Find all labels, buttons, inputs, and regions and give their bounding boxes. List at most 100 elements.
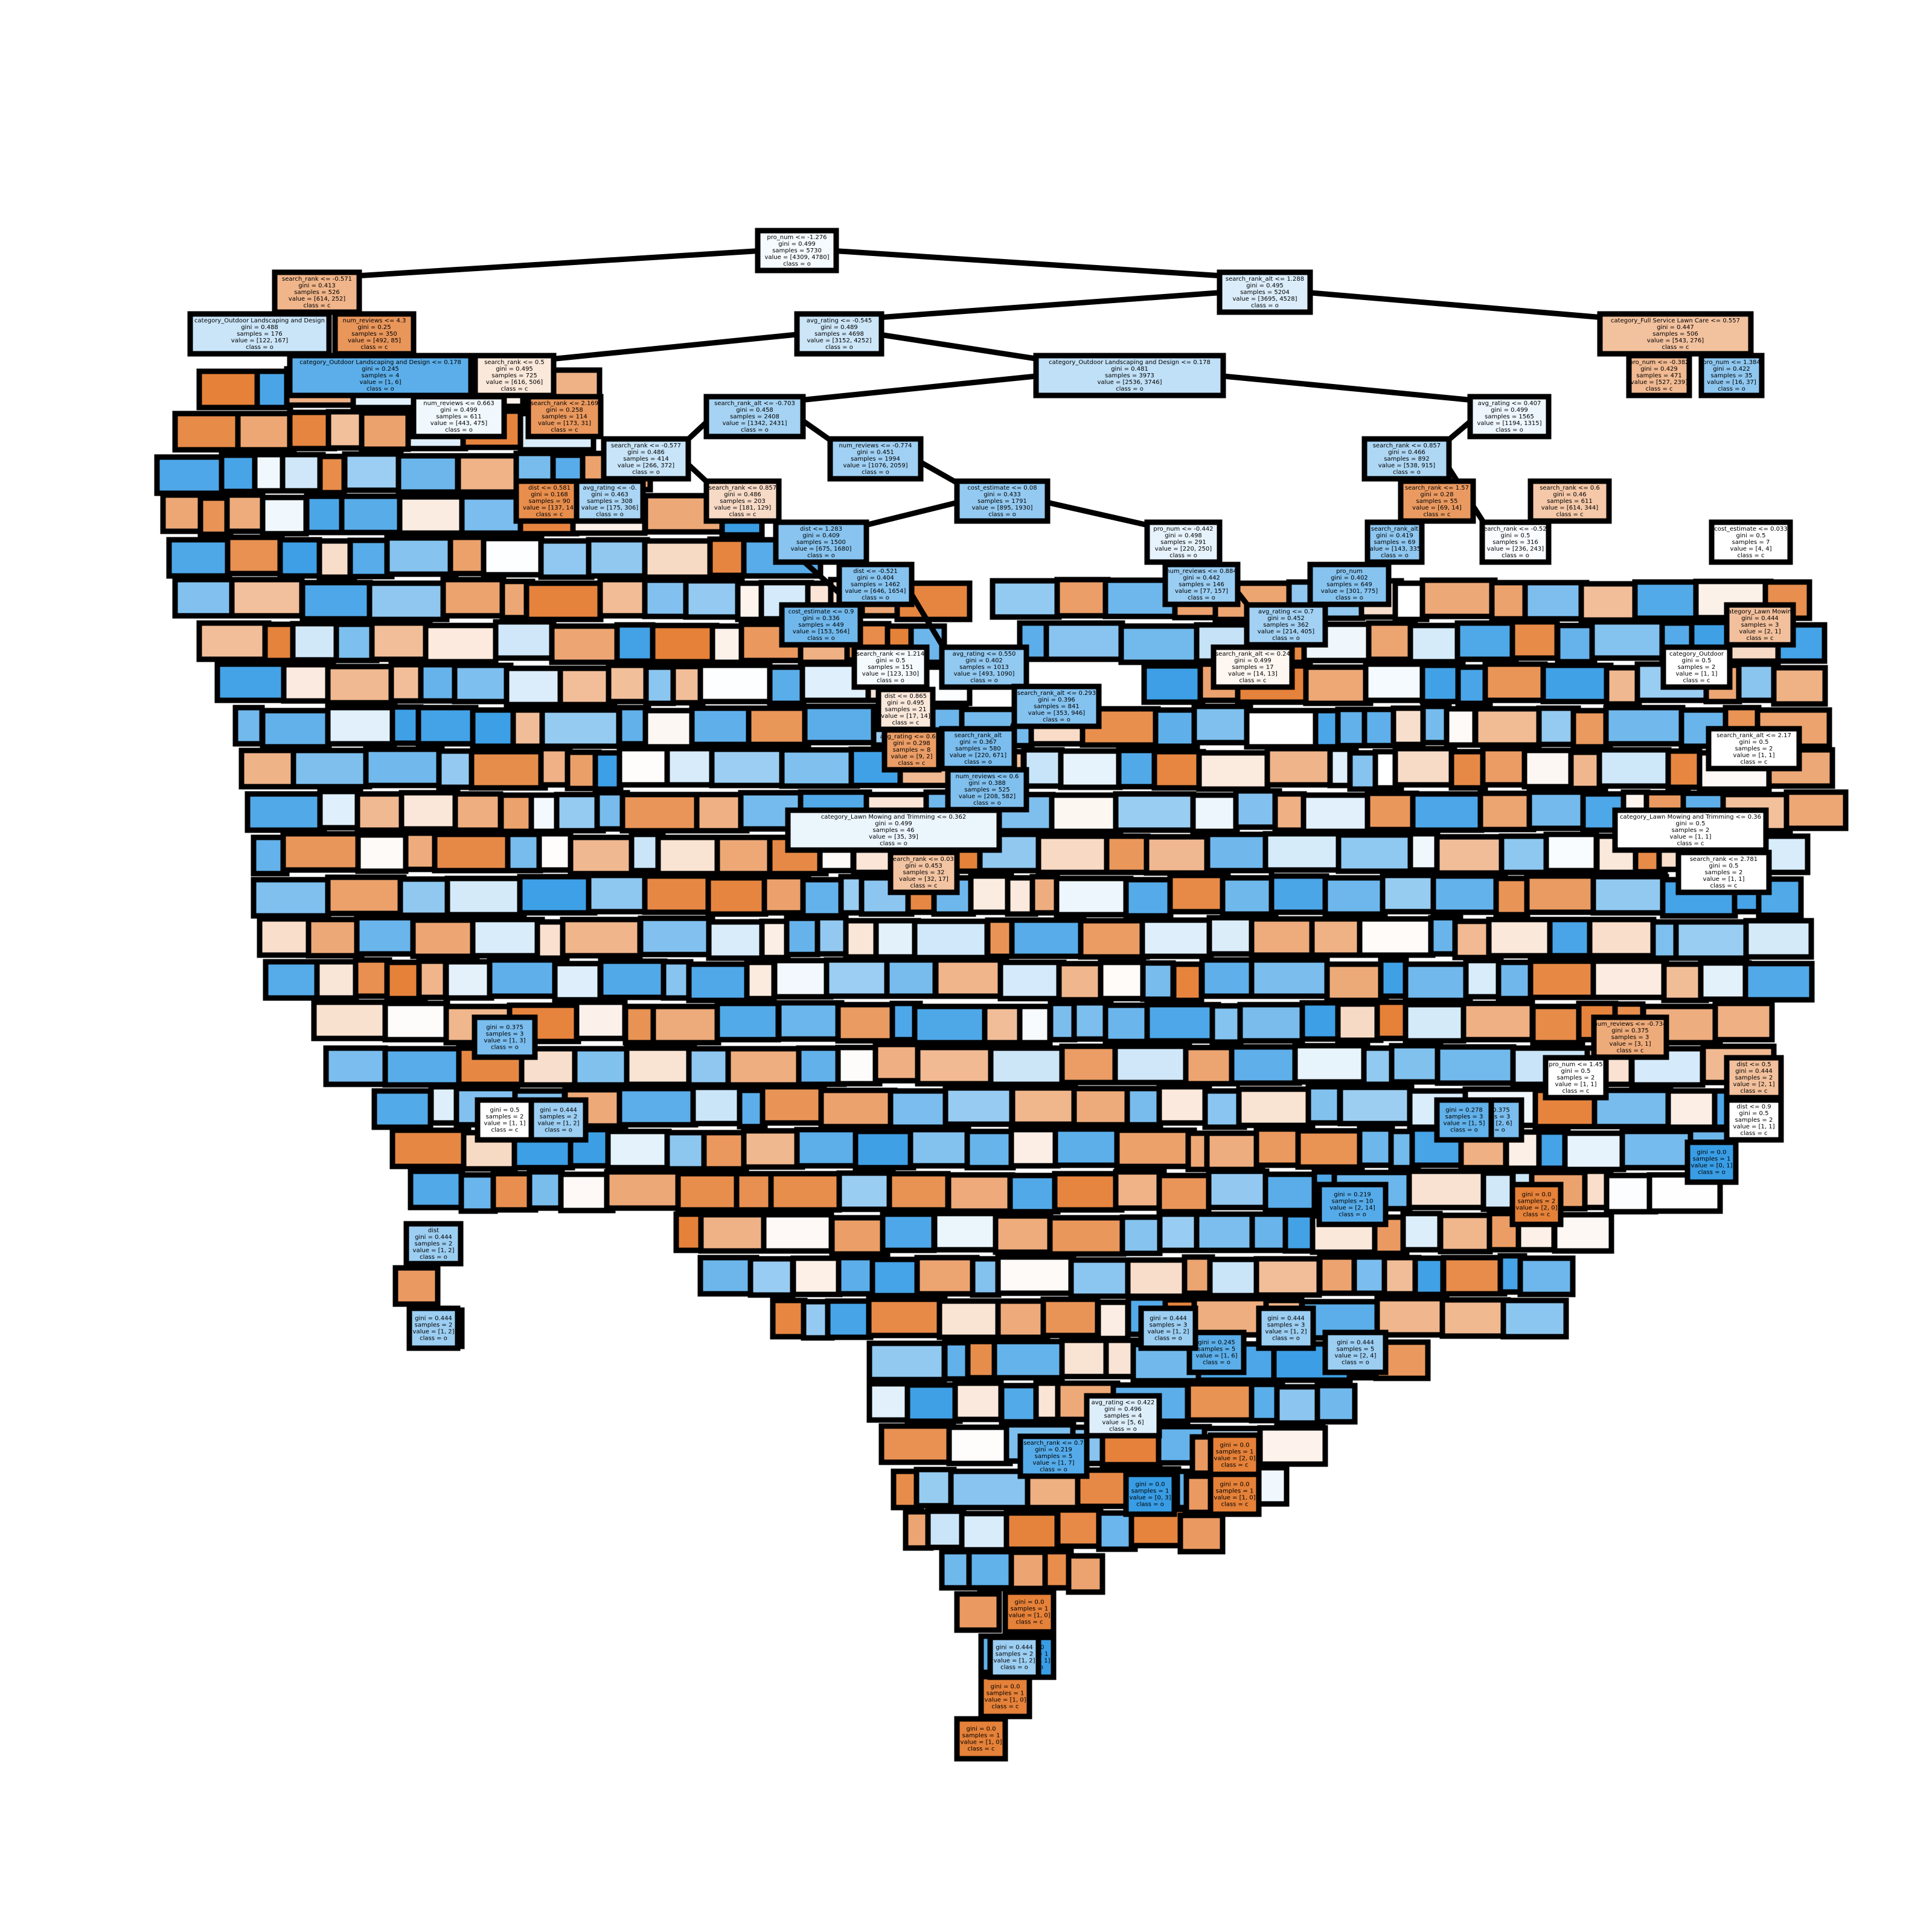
node-label-line: value = [2, 1] [1739,629,1781,635]
node-label-line: value = [35, 39] [869,834,918,840]
dense-leaf-box [790,1255,843,1297]
dense-leaf-box [1314,1383,1358,1425]
dense-leaf-box [1264,746,1339,788]
node-label-line: class = c [551,427,578,433]
node-label-line: gini = 0.442 [1183,575,1220,581]
node-label-line: value = [5, 6] [1102,1419,1144,1426]
node-label-line: class = c [1737,552,1764,559]
dense-leaf-box [504,665,566,708]
dense-leaf-box [936,1298,1007,1340]
dense-leaf-box [1540,662,1614,705]
node-box [755,228,839,273]
dense-leaf-box [1406,1168,1486,1211]
node-label-line: category_Outdoor Landscaping and Design … [1049,359,1211,366]
dense-leaf-box [470,916,545,959]
dense-leaf-box [675,1171,742,1213]
node-label-line: samples = 2 [415,1322,453,1329]
node-label-line: search_rank <= -0.571 [282,276,352,283]
dense-leaf-box [323,1045,388,1087]
dense-leaf-box [614,622,656,664]
node-box [475,1097,535,1143]
dense-leaf-box [1619,1128,1697,1171]
dense-leaf-box [214,661,293,703]
node-label-line: avg_rating <= 0.624 [880,734,944,740]
node-label-line: class = o [880,840,907,847]
node-label-line: samples = 69 [1374,539,1415,546]
node-label-line: value = [1, 1] [1555,1081,1597,1088]
dense-leaf-box [1524,873,1599,915]
dense-leaf-box [1562,1130,1627,1172]
dense-leaf-box [1587,916,1657,959]
dense-leaf-box [866,1296,948,1339]
node-box [403,1221,464,1267]
dense-leaf-box [1190,792,1240,834]
node-label-line: class = o [1203,1360,1230,1366]
node-label-line: gini = 0.245 [1198,1340,1235,1346]
dense-subtree-layer [154,366,1849,1675]
dense-leaf-box [995,1254,1076,1296]
node-label-line: samples = 1 [1216,1449,1254,1456]
node-box [987,1634,1041,1680]
node-label-line: class = o [783,261,811,267]
node-label-line: samples = 3 [1741,622,1779,629]
dense-leaf-box [1771,665,1828,707]
node-label-line: value = [9, 2] [891,753,933,760]
node-label-line: value = [77, 157] [1175,588,1228,595]
dense-leaf-box [683,578,745,620]
node-label-line: gini = 0.367 [959,739,997,746]
node-label-line: value = [2, 4] [1335,1353,1377,1360]
node-box [1244,602,1328,648]
dense-leaf-box [1029,874,1060,916]
node-label-line: value = [1, 6] [1196,1353,1238,1360]
dense-leaf-box [196,620,272,662]
dense-leaf-box [946,1424,1013,1467]
dense-leaf-box [1199,957,1256,999]
dense-leaf-box [824,957,894,999]
dense-leaf-box [701,1130,749,1172]
dense-leaf-box [650,622,720,665]
node-label-line: class = o [596,511,624,518]
node-box [703,478,782,524]
dense-leaf-box [436,748,475,790]
node-label-line: value = [493, 1090] [954,671,1015,677]
node-label-line: value = [1, 1] [1703,876,1745,883]
dense-leaf-box [1357,916,1436,958]
dense-leaf-box [1068,1257,1131,1299]
dense-leaf-box [1123,877,1174,919]
dense-leaf-box [1477,790,1537,833]
dense-leaf-box [835,1002,898,1044]
dense-leaf-box [305,916,365,959]
dense-leaf-box [1632,579,1705,621]
dense-leaf-box [371,1088,433,1130]
dense-leaf-box [1095,1299,1131,1342]
node-label-line: category_Outdoor [1669,651,1724,657]
node-label-line: samples = 146 [1179,581,1224,588]
node-label-line: samples = 5204 [1240,289,1290,296]
dense-leaf-box [526,1169,565,1211]
node-label-line: gini = 0.258 [546,407,583,414]
dense-leaf-box [586,537,650,579]
node-label-line: gini = 0.458 [736,407,773,414]
node-label-line: samples = 525 [964,787,1009,793]
node-box [939,726,1017,772]
node-label-line: samples = 1 [1011,1606,1049,1613]
node-label-line: value = [1, 2] [994,1658,1035,1665]
tree-edge [875,331,1040,362]
dense-leaf-box [1400,1211,1443,1253]
node-box [1084,1393,1162,1439]
node-label-line: gini = 0.444 [1337,1340,1374,1346]
dense-leaf-box [1066,1553,1105,1595]
dense-leaf-box [1454,620,1519,662]
dense-leaf-box [392,1265,441,1307]
node-label-line: value = [1194, 1315] [1477,420,1541,427]
node-label-line: class = c [360,344,388,351]
node-label-line: gini = 0.499 [778,241,816,248]
dense-leaf-box [1500,1297,1569,1340]
dense-leaf-box [1495,959,1535,1002]
